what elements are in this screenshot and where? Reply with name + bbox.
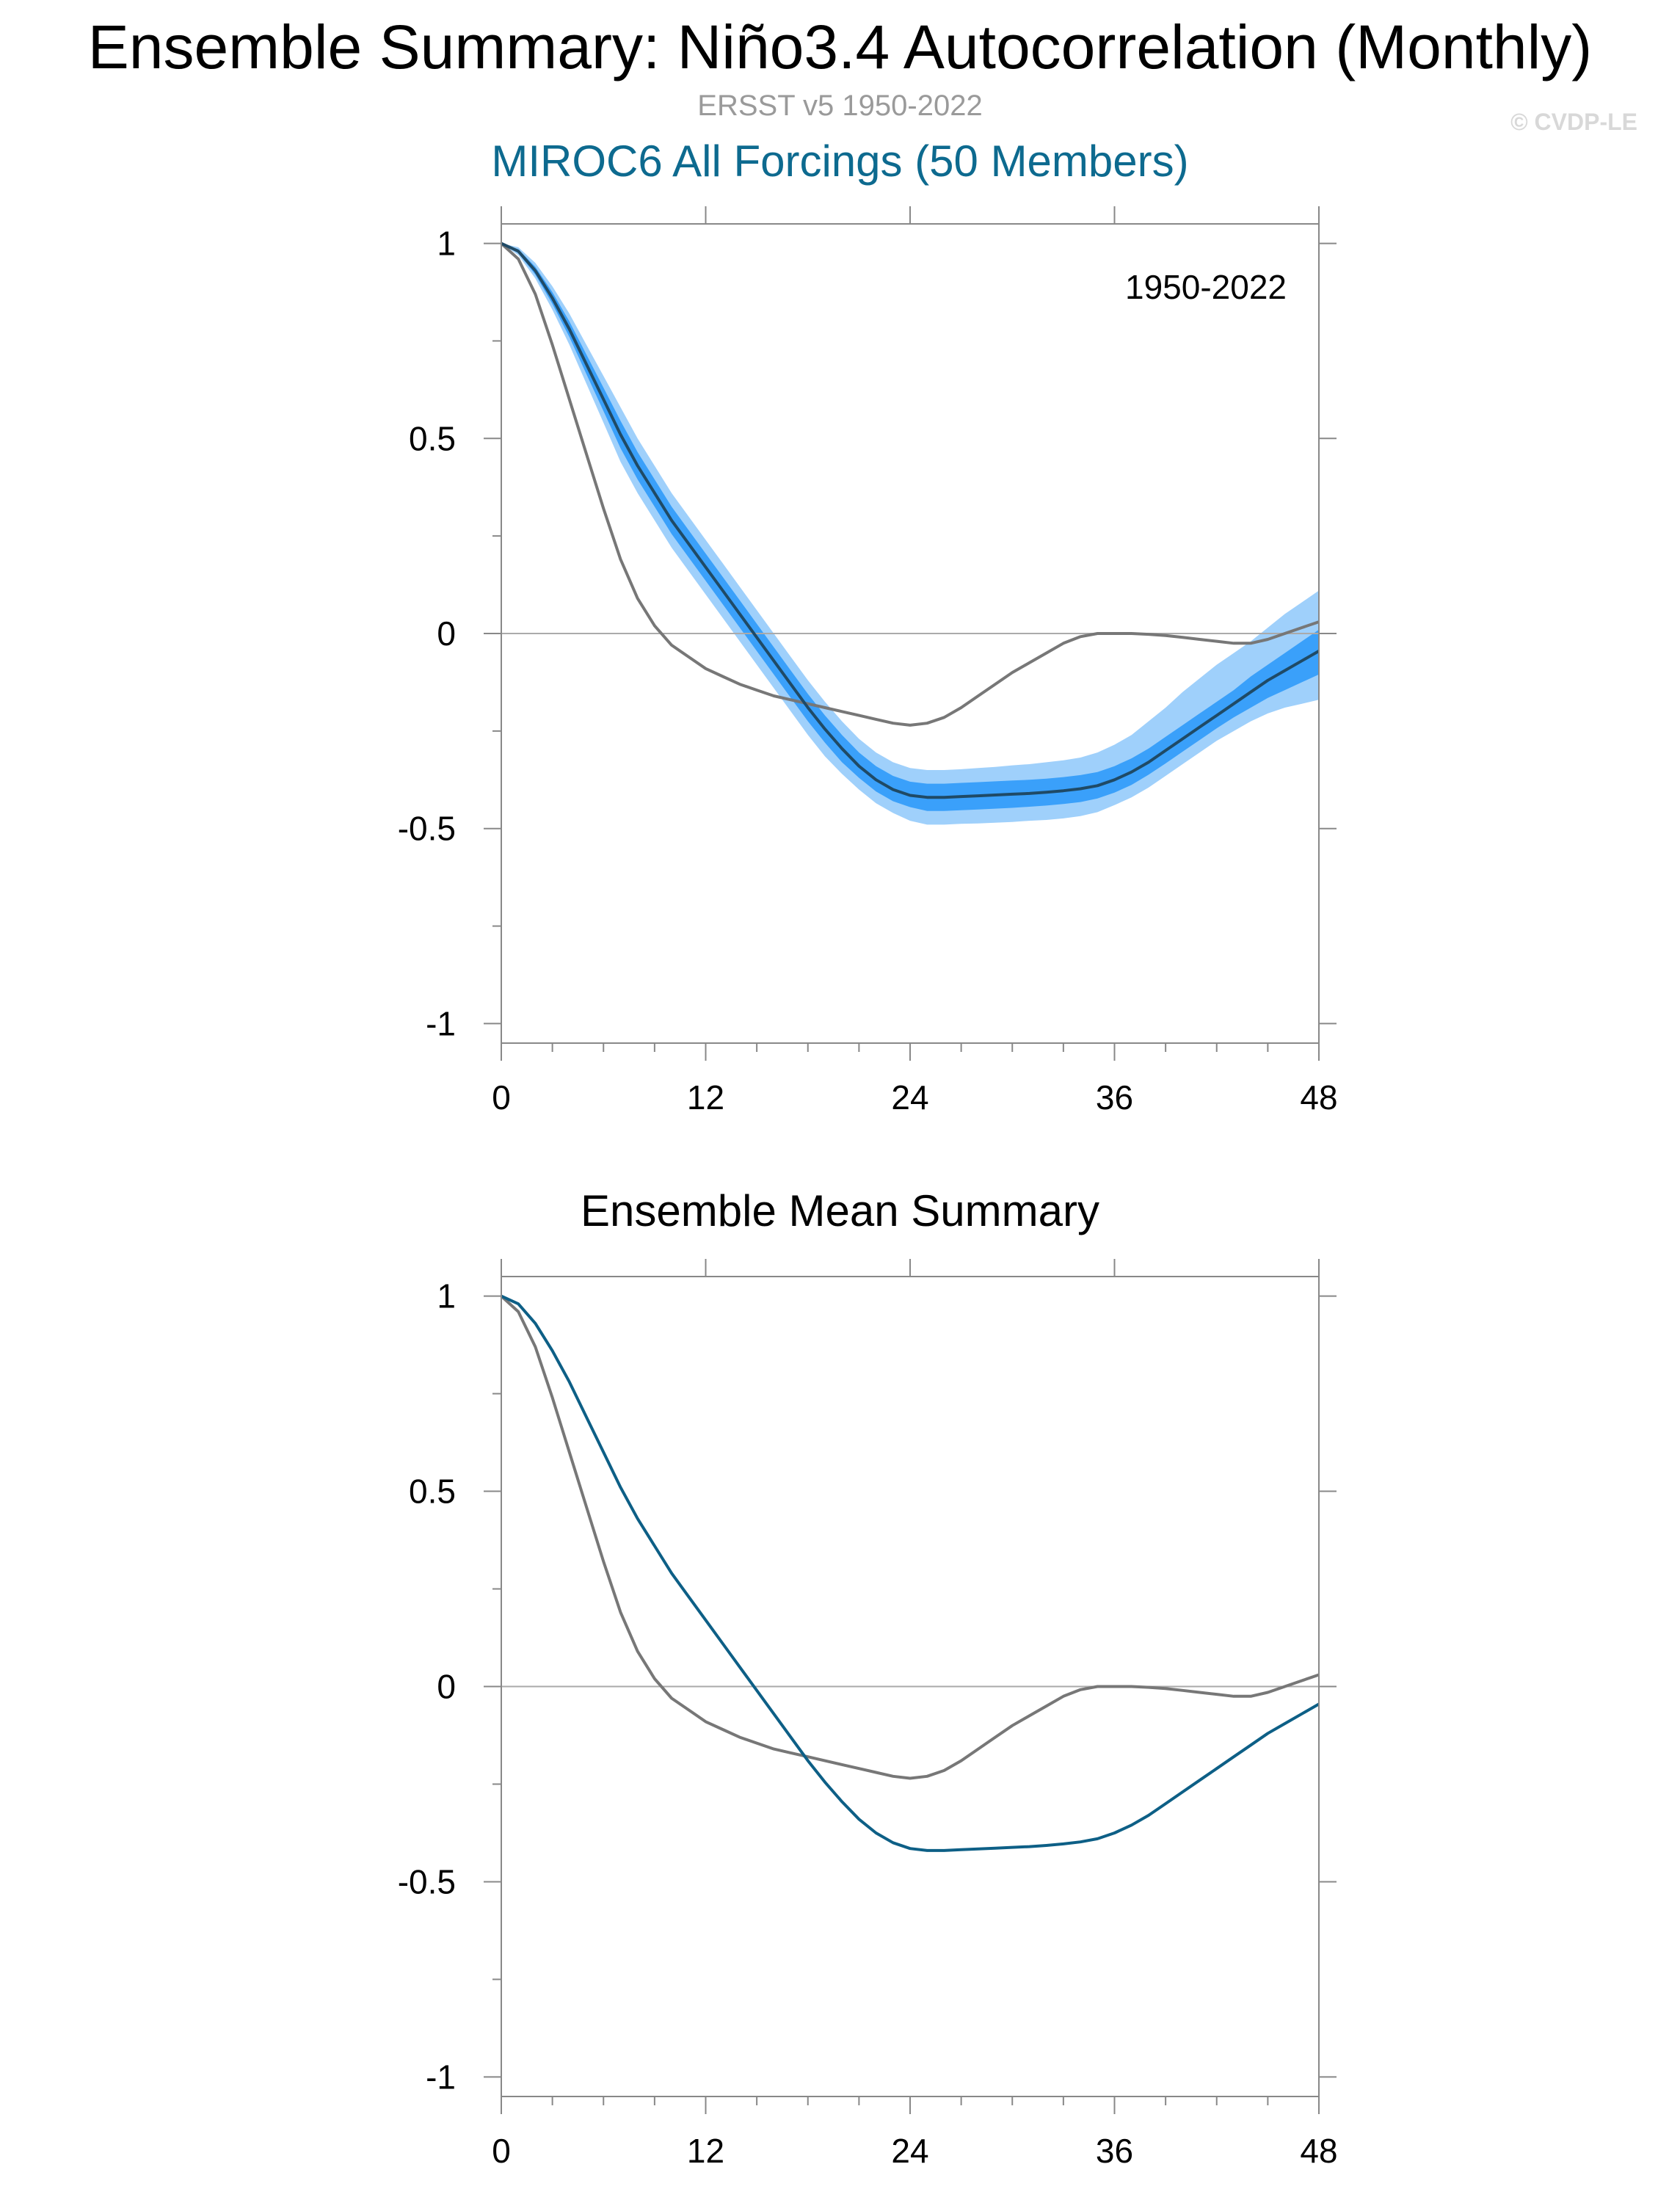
y-tick-label: 0.5 bbox=[409, 1473, 456, 1511]
y-tick-label: -0.5 bbox=[398, 810, 456, 848]
outer-spread-band bbox=[501, 243, 1319, 825]
x-tick-label: 48 bbox=[1300, 2132, 1337, 2170]
mean-panel-title: Ensemble Mean Summary bbox=[581, 1186, 1099, 1235]
period-annotation: 1950-2022 bbox=[1125, 268, 1287, 306]
x-tick-label: 0 bbox=[492, 1078, 511, 1117]
ensemble-mean-panel: 0 12 24 36 48 1 0.5 0 -0.5 -1 bbox=[398, 1259, 1338, 2170]
x-tick-label: 48 bbox=[1300, 1078, 1337, 1117]
x-tick-label: 0 bbox=[492, 2132, 511, 2170]
x-tick-label: 36 bbox=[1096, 1078, 1133, 1117]
ensemble-spread-panel: 0 12 24 36 48 1 0.5 0 -0.5 -1 1950-2022 bbox=[398, 206, 1338, 1117]
ensemble-mean-line bbox=[501, 242, 1320, 799]
x-tick-label: 24 bbox=[891, 2132, 928, 2170]
x-tick-label: 36 bbox=[1096, 2132, 1133, 2170]
y-tick-label: 0 bbox=[437, 614, 456, 653]
model-panel-title: MIROC6 All Forcings (50 Members) bbox=[491, 137, 1189, 186]
observations-line bbox=[500, 1295, 1320, 1780]
observations-subtitle: ERSST v5 1950-2022 bbox=[697, 90, 983, 122]
credit-watermark: © CVDP-LE bbox=[1510, 109, 1637, 135]
ensemble-mean-line bbox=[501, 1294, 1320, 1852]
y-tick-label: -1 bbox=[426, 2058, 456, 2096]
x-tick-label: 12 bbox=[687, 1078, 724, 1117]
y-tick-label: -0.5 bbox=[398, 1862, 456, 1901]
y-tick-label: 0.5 bbox=[409, 419, 456, 457]
y-tick-label: 0 bbox=[437, 1668, 456, 1706]
y-tick-label: 1 bbox=[437, 1277, 456, 1315]
main-title: Ensemble Summary: Niño3.4 Autocorrelatio… bbox=[87, 12, 1593, 81]
x-tick-label: 12 bbox=[687, 2132, 724, 2170]
x-tick-label: 24 bbox=[891, 1078, 928, 1117]
y-tick-label: 1 bbox=[437, 225, 456, 263]
y-tick-label: -1 bbox=[426, 1004, 456, 1042]
observations-line bbox=[500, 242, 1320, 727]
